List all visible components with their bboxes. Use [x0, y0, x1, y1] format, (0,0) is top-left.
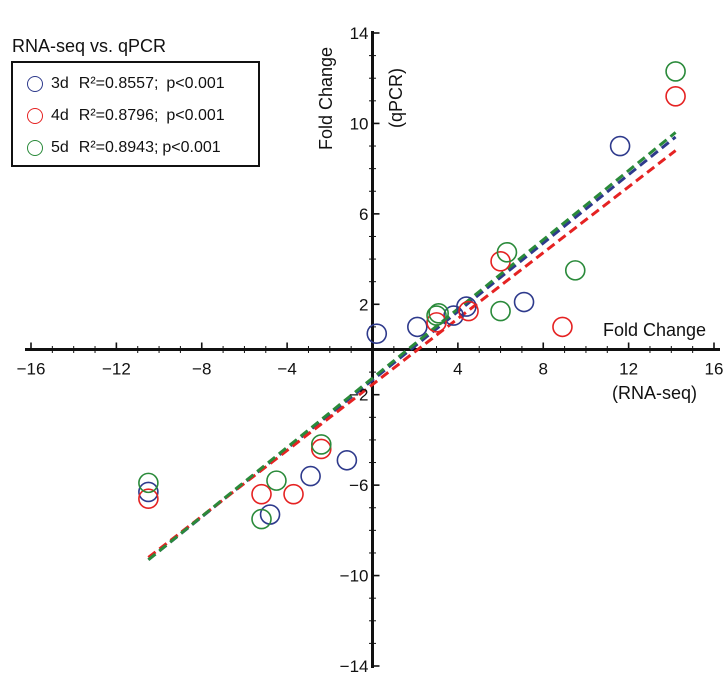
data-point-4d: [138, 488, 159, 510]
legend-r2: R²=0.8943;: [78, 139, 159, 156]
data-point-4d: [251, 483, 272, 505]
data-point-5d: [310, 434, 332, 455]
y-tick-label: 6: [359, 205, 368, 224]
x-tick-label: 16: [705, 360, 724, 379]
x-tick-label: −8: [192, 360, 211, 379]
x-tick-label: −16: [17, 360, 46, 379]
legend-item-5d: 5d R²=0.8943; p<0.001: [27, 135, 221, 161]
x-axis-label-line1: Fold Change: [603, 320, 706, 340]
legend-r2: R²=0.8796;: [78, 107, 159, 124]
legend-r2: R²=0.8557;: [78, 75, 159, 92]
chart-title: RNA-seq vs. qPCR: [12, 36, 167, 56]
data-point-5d: [665, 61, 686, 82]
data-point-5d: [564, 260, 586, 281]
y-tick-label: −6: [349, 476, 368, 495]
legend: 3d R²=0.8557; p<0.001 4d R²=0.8796; p<0.…: [11, 61, 260, 167]
y-tick-label: 14: [350, 24, 369, 43]
legend-p: p<0.001: [162, 139, 221, 156]
y-tick-label: 10: [350, 114, 369, 133]
y-axis-label-line1: Fold Change: [316, 47, 336, 150]
legend-marker-5d: [27, 140, 43, 156]
data-point-5d: [251, 508, 272, 530]
fit-line-5d: [147, 131, 677, 561]
legend-item-3d: 3d R²=0.8557; p<0.001: [27, 71, 225, 97]
legend-marker-4d: [27, 108, 43, 124]
data-point-5d: [138, 472, 159, 494]
data-point-4d: [283, 483, 304, 505]
x-tick-label: 12: [619, 360, 638, 379]
data-point-5d: [426, 305, 447, 326]
data-point-3d: [138, 481, 159, 503]
y-tick-label: −2: [349, 386, 368, 405]
data-points: [138, 61, 686, 530]
data-point-5d: [490, 300, 511, 322]
legend-day: 4d: [51, 107, 69, 124]
legend-marker-3d: [27, 76, 43, 92]
x-tick-label: 4: [453, 360, 462, 379]
fit-line-4d: [147, 149, 677, 559]
y-axis-label-line2: (qPCR): [386, 68, 406, 128]
data-point-5d: [266, 470, 287, 491]
x-tick-label: −4: [277, 360, 296, 379]
x-tick-label: 8: [539, 360, 548, 379]
x-axis-label-line2: (RNA-seq): [612, 383, 697, 403]
data-point-4d: [458, 300, 479, 322]
y-tick-label: −10: [340, 567, 369, 586]
data-point-4d: [665, 86, 686, 107]
data-point-4d: [426, 312, 447, 333]
legend-item-4d: 4d R²=0.8796; p<0.001: [27, 103, 225, 129]
fit-lines: [147, 131, 677, 561]
data-point-3d: [513, 291, 535, 313]
y-tick-label: 2: [359, 295, 368, 314]
legend-p: p<0.001: [166, 107, 225, 124]
data-point-4d: [552, 316, 573, 338]
data-point-5d: [428, 303, 449, 324]
data-point-3d: [456, 296, 477, 317]
x-tick-label: −12: [102, 360, 131, 379]
data-point-4d: [310, 438, 332, 460]
axes: [25, 31, 720, 668]
data-point-3d: [336, 449, 358, 471]
legend-day: 5d: [51, 139, 69, 156]
legend-day: 3d: [51, 75, 69, 92]
data-point-3d: [407, 316, 428, 338]
tick-labels: −16 −12 −8 −4 4 8 12 16 14 10 6 2 −2 −6 −10 −14: [17, 24, 724, 674]
data-point-5d: [496, 241, 518, 263]
legend-p: p<0.001: [166, 75, 225, 92]
data-point-3d: [300, 465, 321, 487]
y-tick-label: −14: [340, 657, 369, 674]
data-point-3d: [609, 135, 631, 157]
data-point-3d: [366, 323, 388, 344]
